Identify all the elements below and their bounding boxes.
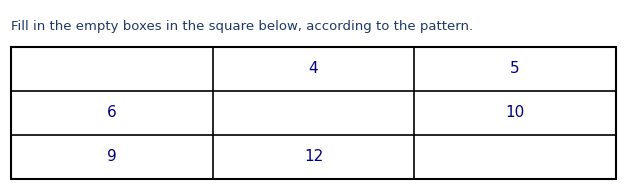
Text: 9: 9 — [107, 149, 117, 164]
Bar — [11, 46, 616, 179]
Text: 6: 6 — [107, 105, 117, 120]
Text: Fill in the empty boxes in the square below, according to the pattern.: Fill in the empty boxes in the square be… — [11, 20, 473, 33]
Text: 4: 4 — [308, 61, 319, 76]
Text: 10: 10 — [505, 105, 525, 120]
Text: 12: 12 — [304, 149, 323, 164]
Text: 5: 5 — [510, 61, 520, 76]
